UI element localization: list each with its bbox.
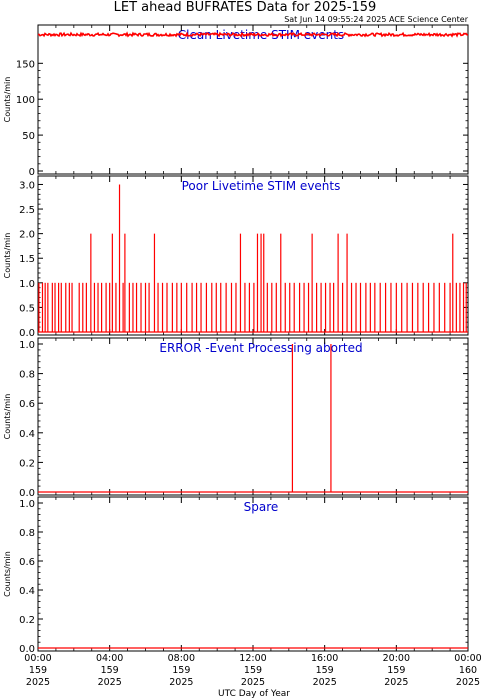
y-tick-label: 0.8 [19,370,35,381]
panel-4: Spare Counts/min 0.0 0.2 0.4 0.6 0.8 1.0 [3,496,469,655]
x-tick-label: 159 [316,665,334,676]
y-tick-label: 0 [29,167,35,178]
y-tick-label: 100 [16,95,35,106]
y-tick-label: 0.8 [19,528,35,539]
y-tick-label: 0.2 [19,458,35,469]
timestamp: Sat Jun 14 09:55:24 2025 ACE Science Cen… [284,15,469,24]
y-tick-label: 1.0 [19,499,35,510]
panel-title: Spare [244,500,279,514]
y-axis-label: Counts/min [3,77,12,123]
y-tick-label: 0.4 [19,429,35,440]
series-line [37,31,469,38]
x-tick-label: 159 [244,665,262,676]
x-tick-label: 160 [459,665,477,676]
y-tick-label: 2.5 [19,205,35,216]
x-tick-label: 2025 [169,677,193,688]
x-tick-label: 2025 [313,677,337,688]
y-tick-label: 150 [16,59,35,70]
y-tick-label: 1.0 [19,340,35,351]
y-axis-label: Counts/min [3,551,12,597]
x-tick-label: 20:00 [383,653,410,664]
x-tick-label: 2025 [456,677,480,688]
y-tick-label: 0.4 [19,586,35,597]
y-tick-label: 2.0 [19,230,35,241]
y-tick-label: 0.5 [19,303,35,314]
panel-frame [37,337,469,496]
panel-title: ERROR -Event Processing aborted [159,341,362,355]
x-tick-label: 159 [101,665,119,676]
y-tick-label: 0.6 [19,399,35,410]
panel-3: ERROR -Event Processing aborted Counts/mi… [3,337,469,499]
x-tick-label: 2025 [26,677,50,688]
y-tick-label: 3.0 [19,180,35,191]
y-tick-label: 50 [22,131,35,142]
y-tick-label: 0.0 [19,328,35,339]
x-tick-label: 2025 [98,677,122,688]
x-tick-label: 2025 [241,677,265,688]
panel-1: Clean Livetime STIM eventsCounts/min0501… [3,24,469,178]
y-tick-label: 1.5 [19,254,35,265]
x-tick-label: 04:00 [96,653,123,664]
y-tick-label: 0.0 [19,644,35,655]
y-axis-label: Counts/min [3,394,12,440]
panel-frame [37,175,469,336]
y-tick-label: 0.6 [19,557,35,568]
x-tick-label: 159 [172,665,190,676]
x-tick-label: 16:00 [311,653,338,664]
panel-title: Poor Livetime STIM events [182,179,341,193]
y-tick-label: 0.0 [19,488,35,499]
x-tick-label: 00:00 [454,653,481,664]
x-tick-label: 00:00 [24,653,51,664]
chart-title: LET ahead BUFRATES Data for 2025-159 [114,0,377,15]
y-tick-label: 1.0 [19,279,35,290]
x-axis-label: UTC Day of Year [218,689,290,699]
x-tick-label: 159 [29,665,47,676]
y-tick-label: 0.2 [19,615,35,626]
x-tick-label: 12:00 [239,653,266,664]
x-tick-label: 08:00 [168,653,195,664]
panel-frame [37,496,469,652]
x-tick-label: 159 [387,665,405,676]
panel-frame [37,24,469,175]
panel-2: Poor Livetime STIM events Counts/min 0.0 0.… [3,175,469,339]
x-tick-label: 2025 [384,677,408,688]
y-axis-label: Counts/min [3,233,12,279]
